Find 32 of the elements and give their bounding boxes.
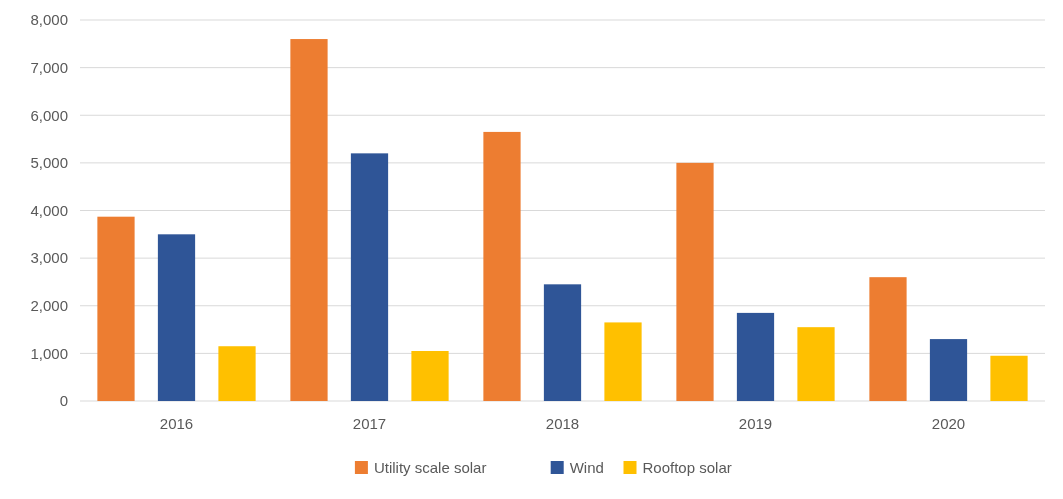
- bar: [157, 234, 196, 401]
- bar: [797, 327, 835, 401]
- x-tick-label: 2017: [352, 415, 387, 432]
- bar: [869, 277, 907, 401]
- bar: [676, 162, 714, 401]
- x-tick-label: 2016: [159, 415, 194, 432]
- bar: [350, 153, 389, 401]
- bar: [97, 216, 135, 401]
- y-tick-label: 8,000: [30, 11, 68, 29]
- bar: [990, 355, 1028, 401]
- y-tick-label: 5,000: [30, 154, 68, 172]
- bar: [604, 322, 642, 401]
- y-tick-label: 6,000: [30, 106, 68, 124]
- y-tick-label: 1,000: [30, 344, 68, 362]
- legend-label: Utility scale solar: [373, 458, 487, 476]
- y-tick-label: 2,000: [30, 297, 68, 314]
- y-tick-label: 7,000: [30, 58, 68, 76]
- x-tick-label: 2019: [738, 415, 773, 432]
- x-tick-label: 2020: [931, 415, 966, 432]
- legend-label: Rooftop solar: [642, 458, 732, 476]
- bar: [218, 346, 256, 401]
- y-tick-label: 4,000: [30, 201, 68, 219]
- bar: [736, 312, 775, 401]
- bar: [929, 339, 968, 401]
- bar: [290, 39, 328, 401]
- bar: [543, 284, 582, 401]
- x-tick-label: 2018: [545, 415, 580, 432]
- bar: [483, 131, 521, 401]
- legend-label: Wind: [569, 458, 604, 476]
- bar: [411, 350, 449, 401]
- y-tick-label: 3,000: [30, 249, 68, 267]
- y-tick-label: 0: [59, 392, 68, 410]
